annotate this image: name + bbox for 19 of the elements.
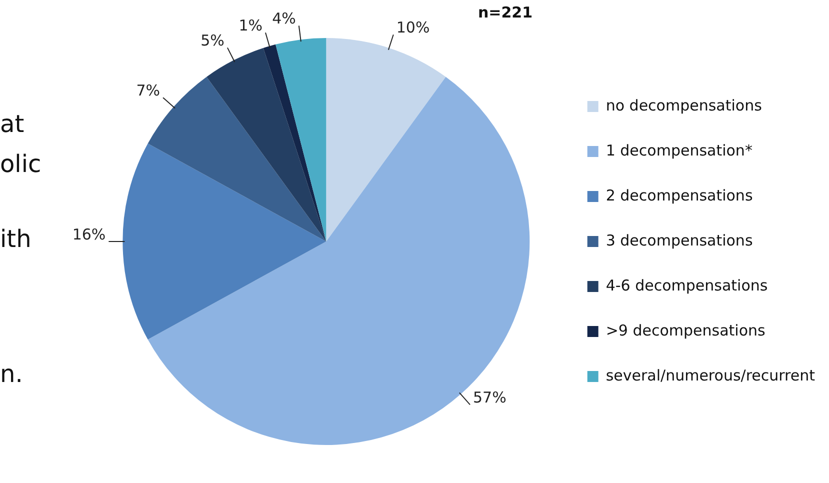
chart-title: n=221 [478, 3, 533, 22]
data-label: 5% [200, 32, 224, 50]
legend-label: >9 decompensations [606, 321, 766, 340]
text: olic [0, 150, 42, 178]
data-label: 1% [238, 16, 262, 35]
legend-label: 1 decompensation* [606, 141, 753, 160]
data-label: 16% [72, 225, 106, 244]
data-label: 7% [136, 82, 160, 100]
data-label: 10% [396, 18, 430, 37]
text: ith [0, 225, 32, 253]
legend-label: 3 decompensations [606, 231, 753, 250]
text: at [0, 110, 24, 138]
data-label: 4% [272, 10, 296, 28]
legend-label: 2 decompensations [606, 186, 753, 204]
legend-label: several/numerous/recurrent [606, 366, 816, 384]
text: n. [0, 360, 23, 388]
legend-label: no decompensations [606, 96, 762, 114]
data-label: 57% [473, 388, 506, 407]
legend-label: 4-6 decompensations [606, 276, 768, 294]
